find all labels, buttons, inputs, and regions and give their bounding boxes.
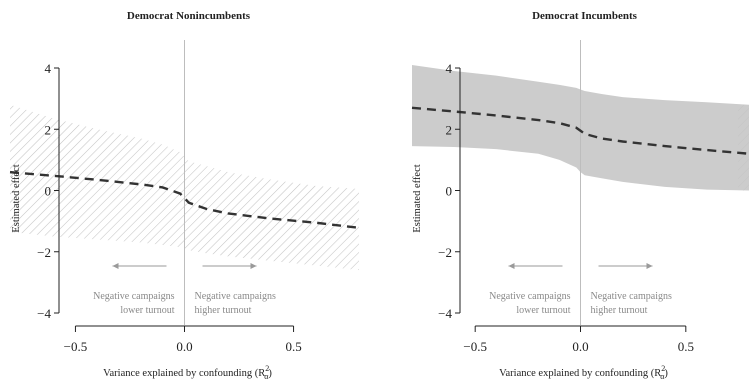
annotation-right-line1: Negative campaigns: [195, 291, 276, 302]
x-axis-label: Variance explained by confounding (R2 α): [103, 364, 272, 381]
band-edge-hatch: [738, 104, 749, 191]
left-arrow-head: [508, 263, 515, 269]
chart-title: Democrat Incumbents: [532, 10, 638, 22]
annotation-left-line2: lower turnout: [120, 305, 174, 316]
annotation-right-line1: Negative campaigns: [591, 291, 672, 302]
chart-democrat-nonincumbents: Democrat Nonincumbents −4 −2 0 2 4 Estimated e…: [9, 10, 360, 381]
y-tick-label: −4: [37, 306, 51, 321]
y-tick-label: 4: [45, 61, 52, 76]
chart-democrat-incumbents: Democrat Incumbents −4 −2 0 2 4 Estimated effe…: [411, 10, 750, 381]
x-tick-label: 0.0: [176, 339, 192, 354]
annotation-right-line2: higher turnout: [195, 305, 252, 316]
left-arrow-head: [112, 263, 119, 269]
x-tick-label: −0.5: [64, 339, 88, 354]
x-tick-label: 0.5: [678, 339, 694, 354]
y-tick-label: 2: [45, 122, 52, 137]
chart-title: Democrat Nonincumbents: [127, 10, 251, 22]
x-tick-label: 0.5: [285, 339, 301, 354]
annotation-left-line1: Negative campaigns: [489, 291, 570, 302]
y-axis-label: Estimated effect: [11, 164, 22, 232]
y-tick-label: −2: [37, 245, 51, 260]
right-arrow-head: [646, 263, 653, 269]
estimate-line: [411, 106, 750, 155]
right-arrow-head: [250, 263, 257, 269]
annotation-left-line2: lower turnout: [516, 305, 570, 316]
y-tick-label: −4: [438, 306, 452, 321]
x-axis-label: Variance explained by confounding (R2 α): [499, 364, 668, 381]
y-tick-label: −2: [438, 245, 452, 260]
x-tick-label: 0.0: [572, 339, 588, 354]
annotation-left-line1: Negative campaigns: [93, 291, 174, 302]
x-tick-label: −0.5: [463, 339, 487, 354]
y-tick-label: 2: [446, 122, 453, 137]
y-tick-label: 0: [446, 184, 453, 199]
y-axis-label: Estimated effect: [412, 164, 423, 232]
y-tick-label: 4: [446, 61, 453, 76]
y-tick-label: 0: [45, 184, 52, 199]
annotation-right-line2: higher turnout: [591, 305, 648, 316]
